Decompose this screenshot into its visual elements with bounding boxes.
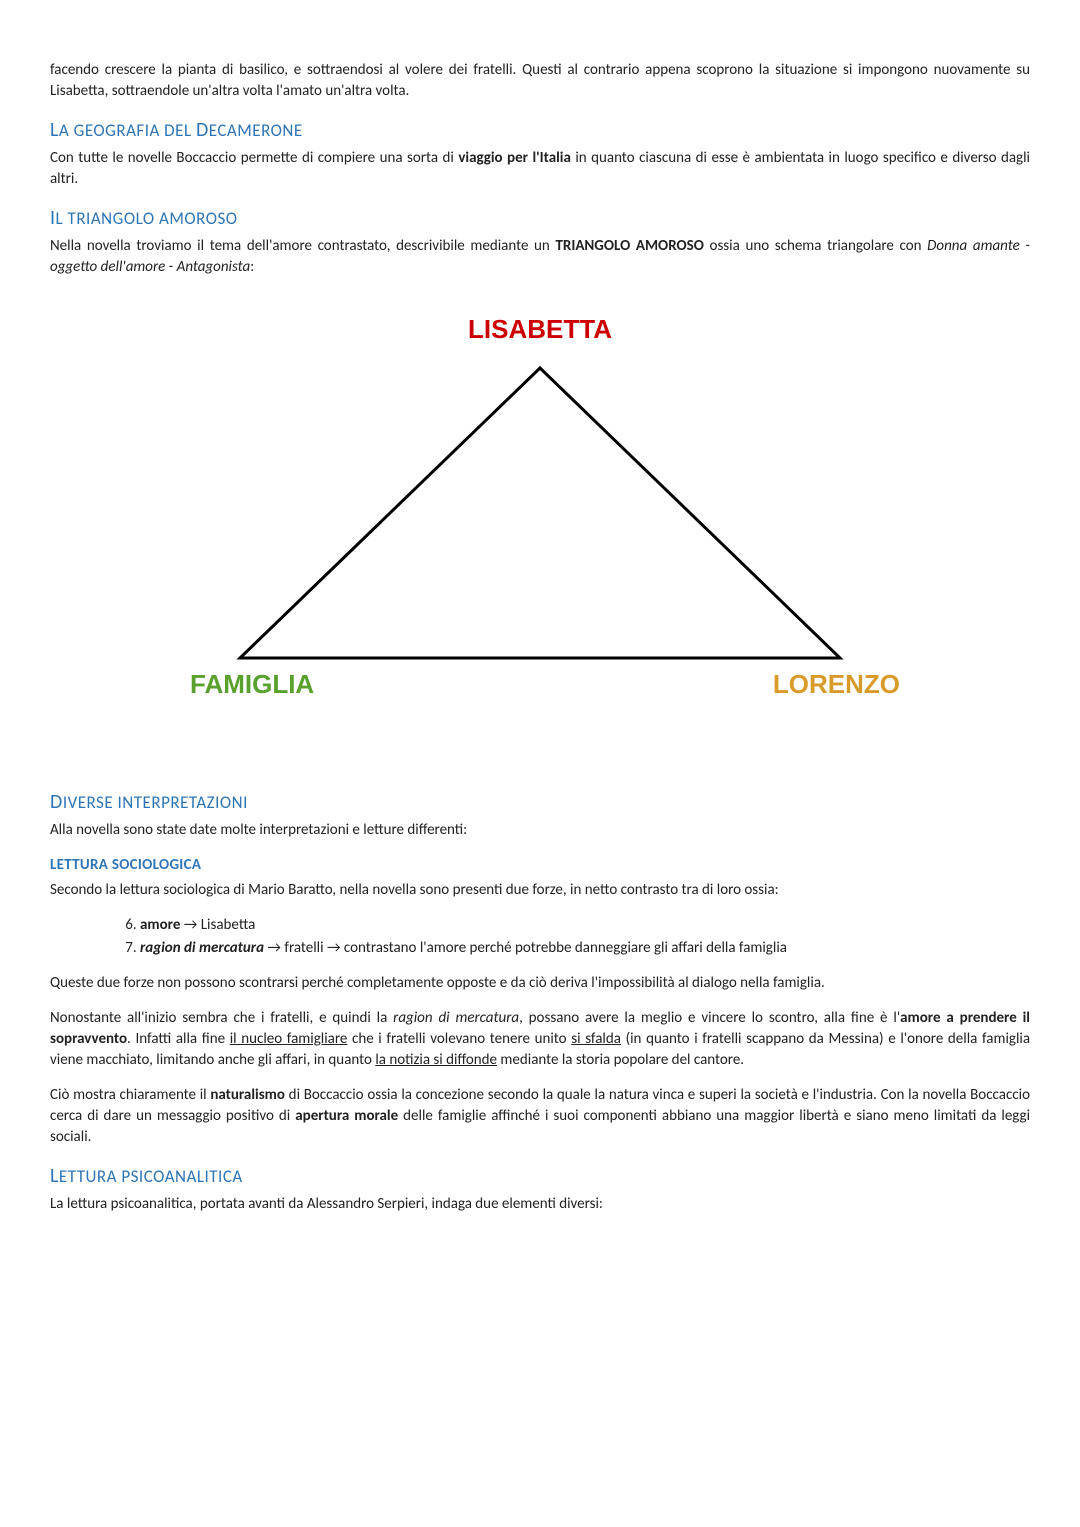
- li6-b1: amore: [140, 916, 180, 934]
- list-item-6: amore → Lisabetta: [140, 915, 1030, 936]
- geografia-b1: viaggio per l'Italia: [458, 149, 571, 167]
- triangolo-b1: TRIANGOLO AMOROSO: [555, 237, 703, 255]
- li7-rest: → fratelli → contrastano l'amore perché …: [264, 939, 787, 957]
- heading-psico-rest: ETTURA PSICOANALITICA: [59, 1166, 243, 1187]
- soc3-u3: la notizia si diffonde: [375, 1051, 497, 1069]
- psicoanalitica-paragraph: La lettura psicoanalitica, portata avant…: [50, 1194, 1030, 1215]
- soc3-p3: . Infatti alla fine: [127, 1030, 230, 1048]
- triangle-label-left: FAMIGLIA: [190, 669, 314, 699]
- li6-rest: → Lisabetta: [180, 916, 255, 934]
- sociologica-para2: Queste due forze non possono scontrarsi …: [50, 973, 1030, 994]
- sociologica-para4: Ciò mostra chiaramente il naturalismo di…: [50, 1085, 1030, 1148]
- heading-diverse-rest: IVERSE INTERPRETAZIONI: [63, 792, 248, 813]
- sociologica-list: amore → Lisabetta ragion di mercatura → …: [140, 915, 1030, 959]
- soc4-b1: naturalismo: [210, 1086, 285, 1104]
- geografia-p1: Con tutte le novelle Boccaccio permette …: [50, 149, 458, 167]
- heading-geografia-rest2: ECAMERONE: [209, 120, 303, 141]
- geografia-paragraph: Con tutte le novelle Boccaccio permette …: [50, 148, 1030, 190]
- triangolo-p3: :: [250, 258, 254, 276]
- li7-bi1: ragion di mercatura: [140, 939, 264, 957]
- soc3-u2: si sfalda: [571, 1030, 621, 1048]
- triangle-diagram: LISABETTA FAMIGLIA LORENZO: [180, 308, 900, 728]
- triangle-label-right: LORENZO: [773, 669, 900, 699]
- intro-paragraph: facendo crescere la pianta di basilico, …: [50, 60, 1030, 102]
- soc3-u1: il nucleo famigliare: [230, 1030, 348, 1048]
- heading-triangolo: IL TRIANGOLO AMOROSO: [50, 204, 1030, 232]
- soc3-p4: che i fratelli volevano tenere unito: [347, 1030, 571, 1048]
- soc4-b2: apertura morale: [295, 1107, 398, 1125]
- soc3-p1: Nonostante all'inizio sembra che i frate…: [50, 1009, 393, 1027]
- heading-sociologica: LETTURA SOCIOLOGICA: [50, 855, 1030, 876]
- diverse-paragraph: Alla novella sono state date molte inter…: [50, 820, 1030, 841]
- sociologica-para3: Nonostante all'inizio sembra che i frate…: [50, 1008, 1030, 1071]
- triangolo-p1: Nella novella troviamo il tema dell'amor…: [50, 237, 555, 255]
- heading-psicoanalitica: LETTURA PSICOANALITICA: [50, 1162, 1030, 1190]
- heading-geografia-rest: A GEOGRAFIA DEL: [59, 120, 196, 141]
- triangolo-p2: ossia uno schema triangolare con: [704, 237, 927, 255]
- triangle-diagram-container: LISABETTA FAMIGLIA LORENZO: [50, 308, 1030, 728]
- soc3-i1: ragion di mercatura: [393, 1009, 519, 1027]
- soc4-p1: Ciò mostra chiaramente il: [50, 1086, 210, 1104]
- triangolo-paragraph: Nella novella troviamo il tema dell'amor…: [50, 236, 1030, 278]
- triangle-label-top: LISABETTA: [468, 314, 612, 344]
- soc3-p6: mediante la storia popolare del cantore.: [497, 1051, 744, 1069]
- heading-diverse: DIVERSE INTERPRETAZIONI: [50, 788, 1030, 816]
- heading-triangolo-rest: L TRIANGOLO AMOROSO: [56, 208, 238, 229]
- sociologica-paragraph: Secondo la lettura sociologica di Mario …: [50, 880, 1030, 901]
- heading-geografia: LA GEOGRAFIA DEL DECAMERONE: [50, 116, 1030, 144]
- triangle-shape: [240, 368, 840, 658]
- soc3-p2: , possano avere la meglio e vincere lo s…: [519, 1009, 900, 1027]
- list-item-7: ragion di mercatura → fratelli → contras…: [140, 938, 1030, 959]
